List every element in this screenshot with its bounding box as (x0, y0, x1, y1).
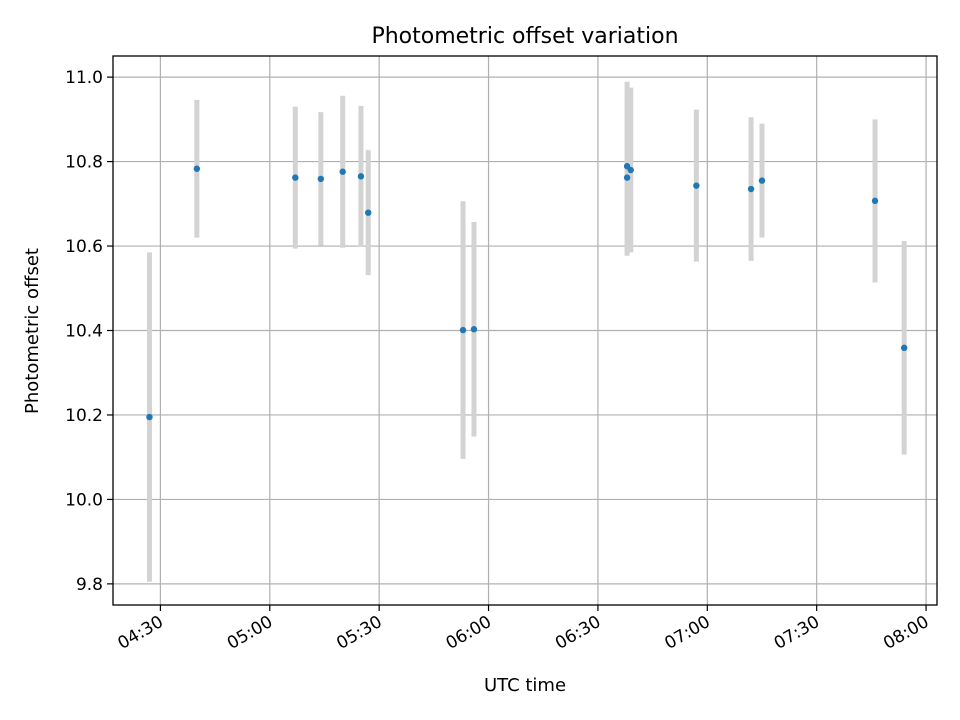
y-tick-label: 10.4 (65, 322, 103, 342)
data-point (900, 344, 908, 352)
grid (113, 56, 937, 605)
data-point (758, 177, 766, 184)
y-tick-label: 10.8 (65, 153, 103, 173)
y-tick-label: 10.0 (65, 490, 103, 510)
data-point (339, 168, 346, 175)
y-tick-label: 10.2 (65, 406, 103, 426)
y-axis-label: Photometric offset (22, 248, 43, 414)
data-point (357, 173, 365, 180)
x-axis-label: UTC time (484, 675, 566, 696)
chart-title: Photometric offset variation (371, 24, 678, 49)
data-point (193, 165, 201, 172)
y-axis-ticks: 9.8 10.0 10.2 10.4 10.6 10.8 11.0 (65, 68, 113, 595)
data-point (292, 174, 299, 181)
data-point (459, 326, 467, 334)
data-point (317, 175, 325, 183)
data-points (146, 163, 908, 421)
y-tick-label: 11.0 (65, 68, 103, 88)
data-point (470, 326, 478, 333)
y-tick-label: 10.6 (65, 237, 103, 257)
data-point (627, 166, 634, 174)
data-point (623, 174, 631, 181)
y-tick-label: 9.8 (76, 575, 103, 595)
data-point (871, 197, 879, 205)
data-point (747, 185, 755, 193)
data-point (146, 413, 153, 421)
data-point (693, 182, 700, 189)
data-point (365, 209, 372, 216)
